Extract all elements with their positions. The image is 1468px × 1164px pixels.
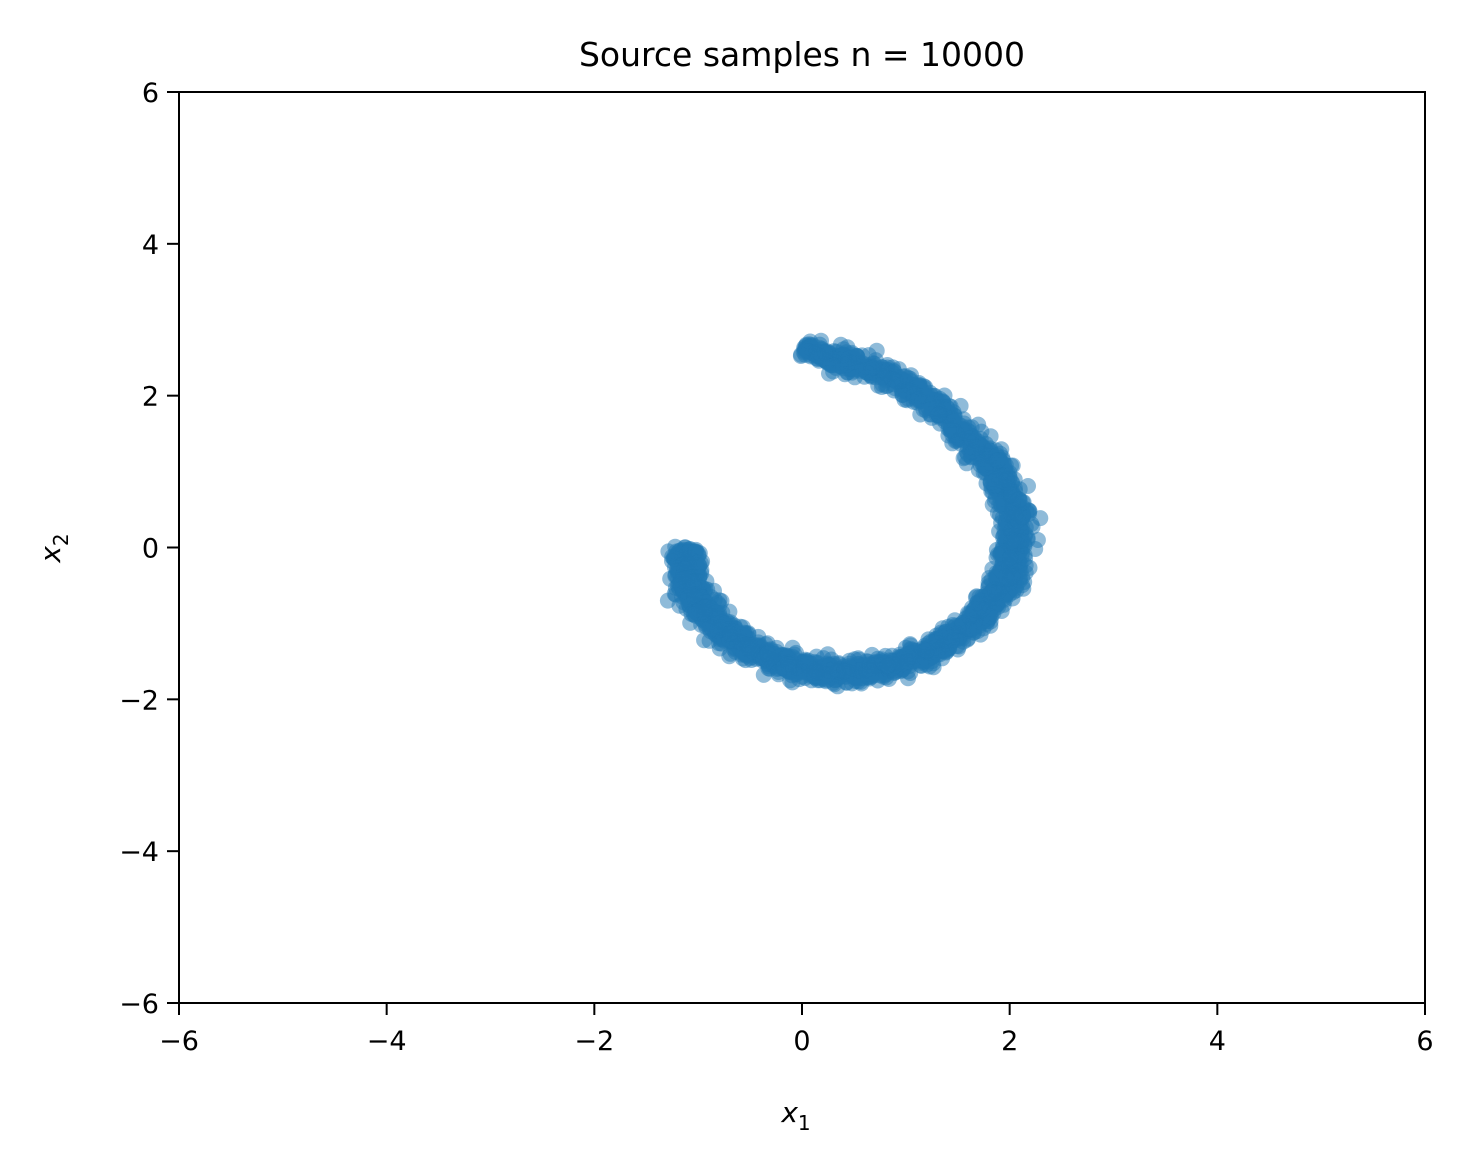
- y-tick-label: −4: [119, 837, 159, 868]
- data-point: [897, 368, 914, 385]
- data-point: [983, 608, 999, 625]
- data-point: [987, 489, 1004, 506]
- data-point: [1016, 574, 1033, 590]
- data-point: [899, 646, 916, 662]
- data-point: [671, 597, 688, 614]
- data-point: [956, 424, 973, 441]
- data-points-layer: [659, 332, 1049, 695]
- x-tick-label: −4: [367, 1026, 407, 1057]
- data-point: [877, 647, 894, 664]
- data-point: [721, 648, 738, 665]
- data-point: [996, 568, 1012, 585]
- y-tick-label: 2: [142, 382, 159, 413]
- y-axis-label: x2: [34, 533, 73, 563]
- data-point: [931, 406, 947, 423]
- data-point: [1020, 478, 1036, 494]
- data-point: [1029, 532, 1046, 548]
- data-point: [701, 620, 718, 637]
- data-point: [968, 439, 985, 456]
- y-tick-label: −6: [119, 989, 159, 1020]
- data-point: [791, 671, 808, 688]
- data-point: [1002, 550, 1018, 567]
- data-point: [805, 344, 821, 361]
- data-point: [819, 646, 836, 663]
- chart-title: Source samples n = 10000: [579, 35, 1025, 74]
- data-point: [724, 623, 741, 640]
- y-tick-label: 4: [142, 230, 159, 261]
- y-tick-label: −2: [119, 685, 159, 716]
- data-point: [686, 588, 703, 605]
- data-point: [970, 416, 987, 433]
- data-point: [989, 452, 1006, 469]
- x-tick-label: 2: [1001, 1026, 1018, 1057]
- x-tick-label: −6: [159, 1026, 199, 1057]
- x-axis-label: x1: [780, 1096, 810, 1135]
- data-point: [696, 603, 713, 620]
- x-tick-label: 4: [1209, 1026, 1226, 1057]
- x-axis-ticks: −6 −4 −2 0 2 4 6: [159, 1003, 1434, 1057]
- data-point: [660, 543, 677, 560]
- data-point: [905, 393, 922, 410]
- x-tick-label: 6: [1416, 1026, 1433, 1057]
- y-axis-ticks: −6 −4 −2 0 2 4 6: [119, 78, 179, 1020]
- data-point: [838, 663, 855, 680]
- x-tick-label: −2: [574, 1026, 614, 1057]
- data-point: [977, 460, 993, 477]
- data-point: [997, 585, 1014, 602]
- data-point: [755, 666, 772, 683]
- x-tick-label: 0: [793, 1026, 810, 1057]
- y-tick-label: 0: [142, 534, 159, 565]
- plot-frame: [178, 91, 1426, 1004]
- data-point: [966, 601, 983, 618]
- data-point: [840, 350, 857, 367]
- data-point: [948, 638, 965, 654]
- data-point: [944, 426, 961, 443]
- data-point: [960, 620, 977, 637]
- y-tick-label: 6: [142, 78, 159, 109]
- data-point: [1003, 486, 1020, 503]
- data-point: [916, 641, 933, 658]
